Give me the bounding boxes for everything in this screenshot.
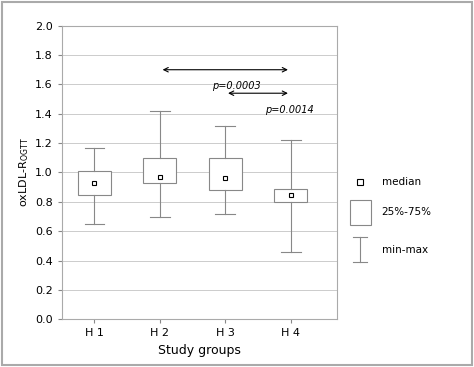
X-axis label: Study groups: Study groups [158, 344, 240, 357]
Text: median: median [382, 177, 421, 187]
Bar [144, 158, 176, 183]
Text: 25%-75%: 25%-75% [382, 207, 431, 218]
Bar [78, 171, 111, 195]
Bar [274, 189, 307, 202]
Text: p=0.0003: p=0.0003 [212, 81, 261, 91]
Bar [209, 158, 242, 190]
Bar [349, 200, 371, 225]
Text: min-max: min-max [382, 245, 428, 255]
Y-axis label: oxLDL-R$_{\mathregular{OGTT}}$: oxLDL-R$_{\mathregular{OGTT}}$ [17, 138, 31, 207]
Text: p=0.0014: p=0.0014 [264, 105, 313, 115]
